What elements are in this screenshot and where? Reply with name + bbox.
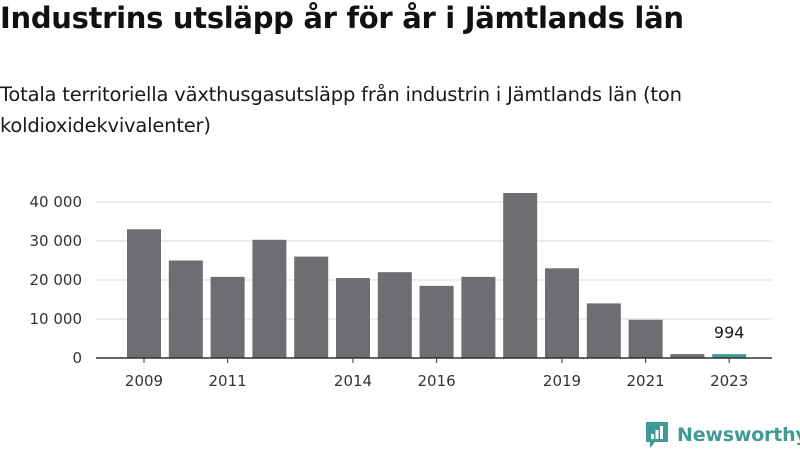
bar-chart: 0 10 000 20 000 30 000 40 000 2009 2011 2014 201… (30, 193, 772, 390)
bar-2021 (628, 319, 663, 358)
data-label: 994 (714, 323, 745, 342)
y-tick-label: 30 000 (30, 232, 83, 250)
x-tick-label: 2014 (334, 372, 372, 390)
x-tick-label: 2019 (543, 372, 581, 390)
bar-2022 (670, 354, 705, 358)
newsworthy-logo-text: Newsworthy (677, 424, 800, 446)
bar-2011 (210, 276, 245, 358)
y-tick-label: 10 000 (30, 310, 83, 328)
y-tick-label: 20 000 (30, 271, 83, 289)
y-tick-label: 40 000 (30, 193, 83, 211)
x-tick-label: 2016 (418, 372, 456, 390)
chart-subtitle: Totala territoriella växthusgasutsläpp f… (0, 83, 682, 137)
newsworthy-logo: Newsworthy (644, 419, 800, 451)
x-tick-label: 2009 (125, 372, 163, 390)
bar-2019 (545, 268, 579, 358)
chart-title: Industrins utsläpp år för år i Jämtlands… (0, 1, 684, 35)
y-tick-label: 0 (72, 349, 82, 367)
bar-2013 (294, 256, 329, 358)
bar-2016 (419, 285, 454, 358)
bar-2012 (252, 239, 287, 358)
x-tick-label: 2023 (710, 372, 748, 390)
x-tick-label: 2011 (209, 372, 247, 390)
bar-2018 (503, 193, 538, 358)
bar-2020 (586, 303, 621, 358)
bar-2015 (377, 272, 412, 358)
bar-2009 (127, 229, 161, 358)
bar-2023 (712, 354, 747, 358)
newsworthy-logo-icon (646, 422, 668, 448)
bar-2014 (336, 278, 370, 358)
x-tick-label: 2021 (627, 372, 665, 390)
bar-2010 (168, 260, 203, 358)
bar-2017 (461, 276, 496, 358)
